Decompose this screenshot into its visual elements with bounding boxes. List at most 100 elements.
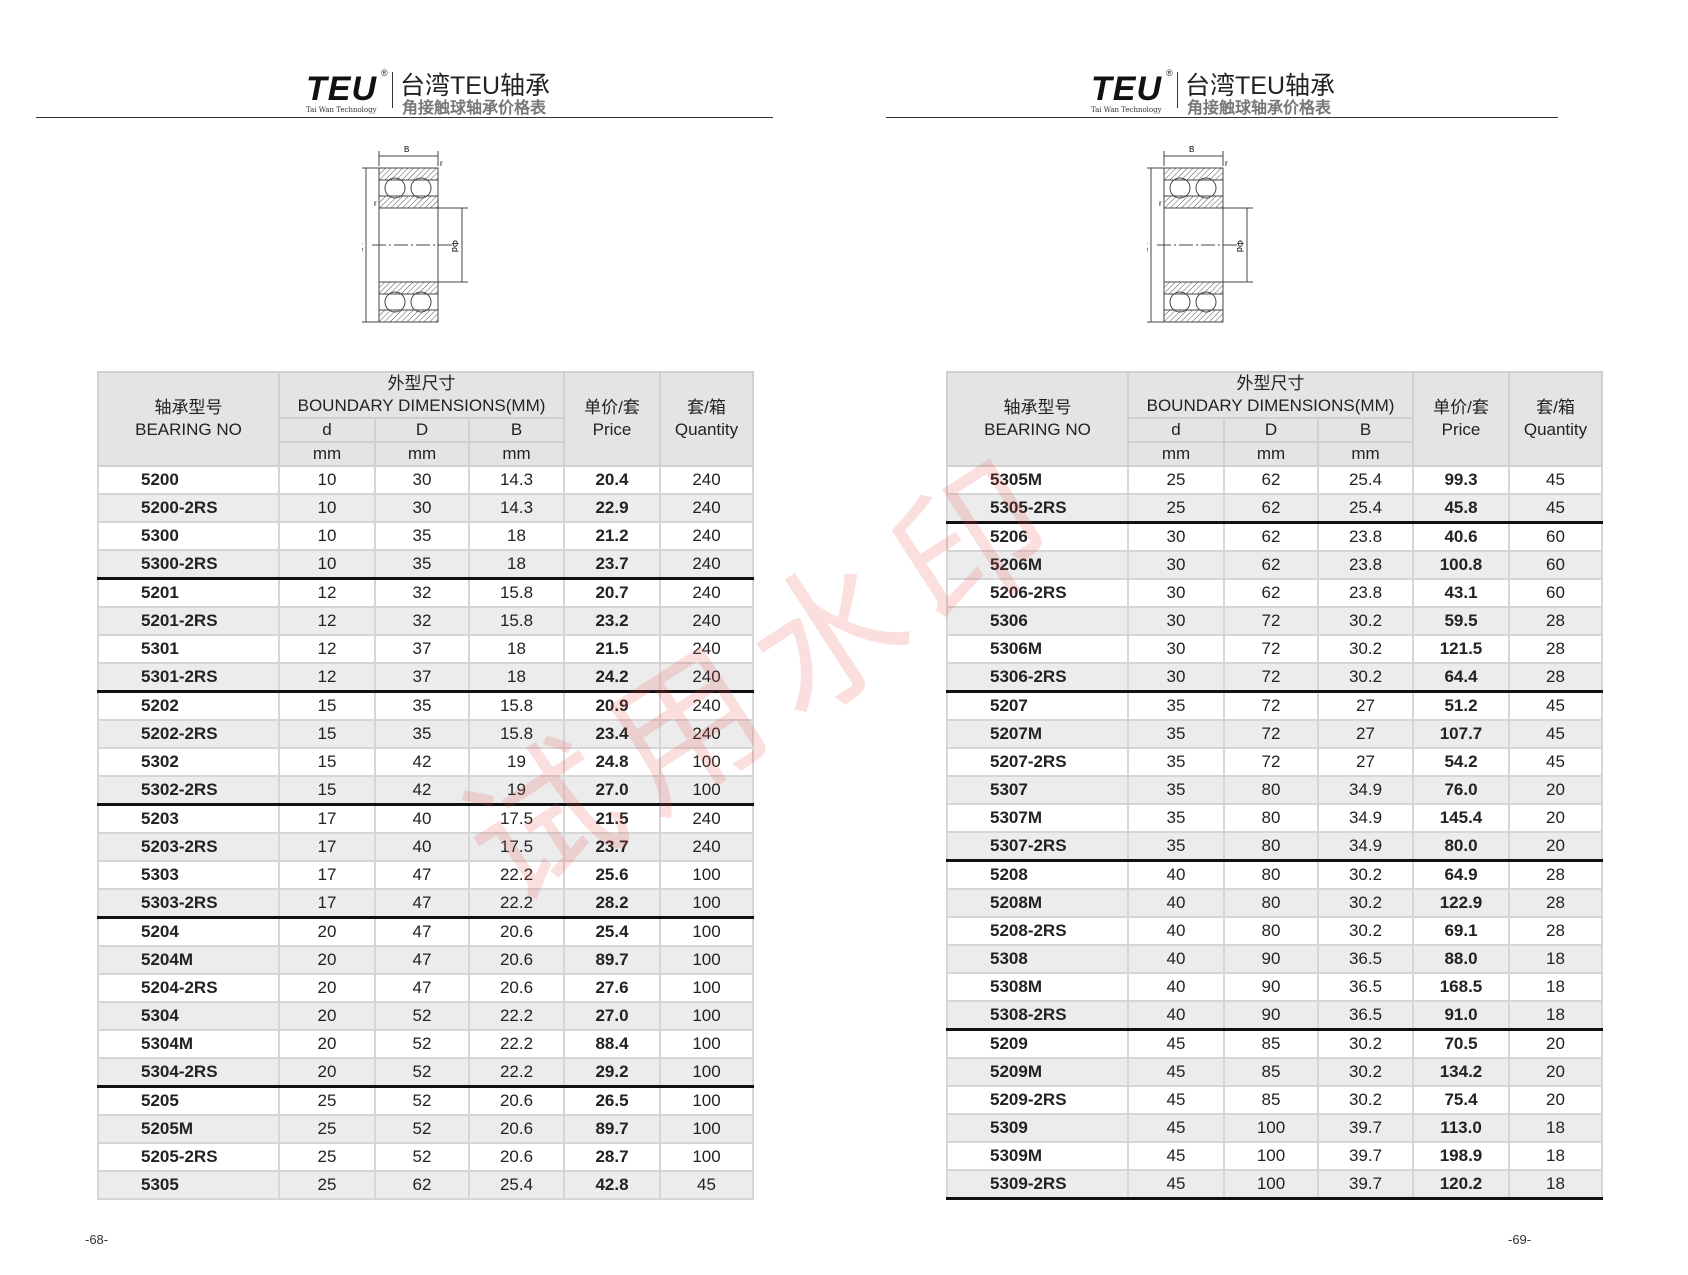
label-r: r [440, 159, 443, 168]
cell-D: 62 [1223, 578, 1319, 608]
cell-d: 10 [278, 465, 376, 495]
cell-D: 100 [1223, 1141, 1319, 1171]
header-price-cn: 单价/套 [1433, 398, 1489, 417]
cell-B: 19 [468, 775, 565, 806]
unit-B: mm [1317, 441, 1414, 467]
cell-B: 15.8 [468, 606, 565, 636]
table-row: 5206-2RS 30 62 23.8 43.1 60 [946, 578, 1603, 608]
cell-B: 23.8 [1317, 521, 1414, 552]
col-price: 单价/套 Price [1412, 371, 1510, 467]
cell-d: 40 [1127, 972, 1225, 1002]
cell-price: 23.7 [563, 832, 661, 862]
table-row: 5306 30 72 30.2 59.5 28 [946, 606, 1603, 636]
cell-B: 27 [1317, 747, 1414, 777]
cell-qty: 240 [659, 521, 754, 551]
cell-price: 89.7 [563, 1114, 661, 1144]
brand-header: TEU ® Tai Wan Technology 台湾TEU轴承 角接触球轴承价… [306, 62, 606, 118]
cell-D: 62 [1223, 465, 1319, 495]
cell-d: 35 [1127, 719, 1225, 749]
header-bearing-en: BEARING NO [135, 420, 242, 439]
brand-header: TEU ® Tai Wan Technology 台湾TEU轴承 角接触球轴承价… [1091, 62, 1391, 118]
cell-d: 10 [278, 549, 376, 580]
table-row: 5307 35 80 34.9 76.0 20 [946, 775, 1603, 805]
cell-D: 52 [374, 1057, 470, 1088]
table-row: 5208M 40 80 30.2 122.9 28 [946, 888, 1603, 918]
cell-qty: 100 [659, 775, 754, 806]
cell-B: 30.2 [1317, 916, 1414, 946]
cell-D: 40 [374, 832, 470, 862]
cell-qty: 28 [1508, 916, 1603, 946]
cell-B: 36.5 [1317, 944, 1414, 974]
label-b: B [1189, 146, 1194, 154]
cell-D: 47 [374, 888, 470, 919]
cell-D: 35 [374, 690, 470, 721]
cell-name: 5201-2RS [97, 606, 280, 636]
table-row: 5202-2RS 15 35 15.8 23.4 240 [97, 719, 754, 749]
cell-price: 20.9 [563, 690, 661, 721]
col-dimensions: 外型尺寸 BOUNDARY DIMENSIONS(MM) [278, 371, 565, 419]
table-row: 5300 10 35 18 21.2 240 [97, 521, 754, 551]
cell-price: 121.5 [1412, 634, 1510, 664]
cell-B: 23.8 [1317, 578, 1414, 608]
cell-name: 5301-2RS [97, 662, 280, 693]
cell-D: 52 [374, 1114, 470, 1144]
logo-divider [1177, 72, 1178, 108]
cell-name: 5204M [97, 945, 280, 975]
cell-D: 52 [374, 1001, 470, 1031]
header-qty-cn: 套/箱 [1536, 398, 1575, 417]
label-inner-diameter: Φd [1235, 240, 1245, 252]
col-B: B [468, 417, 565, 443]
cell-D: 37 [374, 662, 470, 693]
cell-qty: 18 [1508, 1169, 1603, 1200]
table-row: 5301 12 37 18 21.5 240 [97, 634, 754, 664]
cell-price: 22.9 [563, 493, 661, 523]
cell-name: 5306M [946, 634, 1129, 664]
cell-D: 100 [1223, 1113, 1319, 1143]
cell-B: 34.9 [1317, 775, 1414, 805]
cell-name: 5208-2RS [946, 916, 1129, 946]
cell-d: 25 [278, 1142, 376, 1172]
col-B: B [1317, 417, 1414, 443]
cell-d: 45 [1127, 1141, 1225, 1171]
cell-qty: 60 [1508, 521, 1603, 552]
cell-B: 20.6 [468, 973, 565, 1003]
cell-d: 30 [1127, 521, 1225, 552]
cell-price: 100.8 [1412, 550, 1510, 580]
table-row: 5304 20 52 22.2 27.0 100 [97, 1001, 754, 1031]
cell-d: 30 [1127, 634, 1225, 664]
cell-d: 45 [1127, 1113, 1225, 1143]
cell-name: 5209M [946, 1057, 1129, 1087]
cell-d: 25 [278, 1170, 376, 1200]
header-bearing-en: BEARING NO [984, 420, 1091, 439]
cell-d: 45 [1127, 1028, 1225, 1059]
cell-d: 30 [1127, 606, 1225, 636]
cell-D: 32 [374, 606, 470, 636]
cell-name: 5307 [946, 775, 1129, 805]
table-row: 5308-2RS 40 90 36.5 91.0 18 [946, 1000, 1603, 1031]
cell-d: 45 [1127, 1085, 1225, 1115]
cell-D: 80 [1223, 888, 1319, 918]
cell-qty: 240 [659, 493, 754, 523]
cell-D: 32 [374, 577, 470, 608]
cell-price: 64.9 [1412, 859, 1510, 890]
cell-name: 5205M [97, 1114, 280, 1144]
cell-price: 89.7 [563, 945, 661, 975]
cell-D: 72 [1223, 606, 1319, 636]
cell-price: 27.6 [563, 973, 661, 1003]
cell-name: 5208 [946, 859, 1129, 890]
cell-D: 80 [1223, 775, 1319, 805]
table-row: 5305-2RS 25 62 25.4 45.8 45 [946, 493, 1603, 524]
header-rule [886, 117, 1558, 118]
cell-name: 5300 [97, 521, 280, 551]
cell-d: 17 [278, 860, 376, 890]
table-row: 5308 40 90 36.5 88.0 18 [946, 944, 1603, 974]
cell-name: 5308M [946, 972, 1129, 1002]
cell-price: 21.5 [563, 803, 661, 834]
cell-d: 35 [1127, 831, 1225, 862]
label-r: r [1225, 159, 1228, 168]
table-row: 5208-2RS 40 80 30.2 69.1 28 [946, 916, 1603, 946]
cell-name: 5205 [97, 1085, 280, 1116]
cell-B: 25.4 [468, 1170, 565, 1200]
cell-D: 30 [374, 493, 470, 523]
cell-D: 52 [374, 1029, 470, 1059]
